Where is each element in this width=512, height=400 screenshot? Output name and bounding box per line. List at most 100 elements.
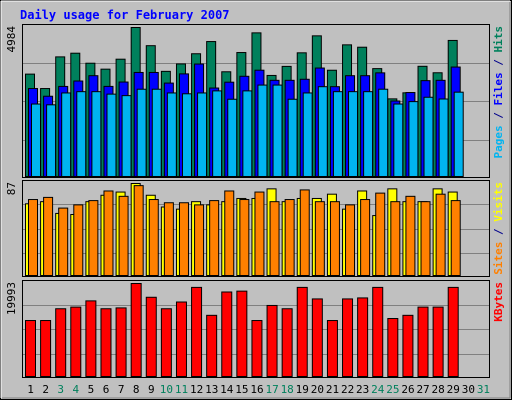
x-tick-day-18: 18 xyxy=(281,383,294,396)
panel-visits-ymax: 87 xyxy=(5,182,18,195)
x-tick-day-26: 26 xyxy=(401,383,414,396)
x-tick-day-17: 17 xyxy=(265,383,278,396)
bar-kbytes-kbytes-day-21 xyxy=(326,320,338,377)
x-tick-day-22: 22 xyxy=(341,383,354,396)
panel-hits-ymax: 4984 xyxy=(5,26,18,53)
bar-kbytes-kbytes-day-15 xyxy=(236,290,248,377)
bar-hits-pages-day-17 xyxy=(272,84,283,177)
bar-hits-pages-day-26 xyxy=(408,101,419,177)
bar-visits-sites-day-12 xyxy=(194,204,205,276)
x-tick-day-20: 20 xyxy=(311,383,324,396)
bar-visits-sites-day-7 xyxy=(118,195,129,277)
bar-hits-pages-day-6 xyxy=(106,93,117,177)
bar-kbytes-kbytes-day-10 xyxy=(160,308,172,377)
bar-hits-pages-day-4 xyxy=(76,91,87,177)
bar-visits-sites-day-17 xyxy=(269,201,280,276)
bar-visits-sites-day-3 xyxy=(58,207,69,277)
x-tick-day-30: 30 xyxy=(462,383,475,396)
bar-visits-sites-day-25 xyxy=(390,201,401,276)
bar-kbytes-kbytes-day-23 xyxy=(357,297,369,378)
bar-visits-sites-day-6 xyxy=(103,190,114,276)
bar-kbytes-kbytes-day-11 xyxy=(175,301,187,377)
bar-hits-pages-day-19 xyxy=(302,92,313,177)
legend-kbytes-label: KBytes xyxy=(492,282,505,322)
bar-kbytes-kbytes-day-7 xyxy=(115,307,127,378)
bar-hits-pages-day-2 xyxy=(46,104,57,177)
bar-visits-sites-day-21 xyxy=(329,201,340,276)
bar-kbytes-kbytes-day-8 xyxy=(130,283,142,377)
x-tick-day-8: 8 xyxy=(133,383,140,396)
bar-hits-pages-day-9 xyxy=(151,88,162,177)
bar-hits-pages-day-20 xyxy=(317,86,328,177)
bar-visits-sites-day-22 xyxy=(345,204,356,276)
bar-hits-pages-day-24 xyxy=(378,88,389,177)
x-tick-day-1: 1 xyxy=(27,383,34,396)
bar-kbytes-kbytes-day-19 xyxy=(296,286,308,378)
bar-visits-sites-day-23 xyxy=(360,199,371,276)
x-tick-day-27: 27 xyxy=(416,383,429,396)
bar-kbytes-kbytes-day-12 xyxy=(191,286,203,378)
bar-kbytes-kbytes-day-24 xyxy=(372,286,384,378)
x-tick-day-11: 11 xyxy=(175,383,188,396)
legend-hits-label: Pages xyxy=(492,125,505,158)
x-tick-day-7: 7 xyxy=(118,383,125,396)
x-tick-day-16: 16 xyxy=(250,383,263,396)
bar-hits-pages-day-1 xyxy=(31,103,41,177)
bar-visits-sites-day-26 xyxy=(405,195,416,277)
bar-hits-pages-day-8 xyxy=(136,88,147,177)
x-tick-day-19: 19 xyxy=(296,383,309,396)
panel-hits-legend: Pages / Files / Hits xyxy=(492,26,505,159)
bar-visits-sites-day-27 xyxy=(420,201,431,276)
x-tick-day-23: 23 xyxy=(356,383,369,396)
bar-kbytes-kbytes-day-5 xyxy=(85,300,97,378)
bar-visits-sites-day-4 xyxy=(73,204,84,276)
bar-visits-sites-day-1 xyxy=(28,199,38,276)
bar-hits-pages-day-13 xyxy=(212,90,223,177)
bar-hits-pages-day-7 xyxy=(121,95,132,177)
legend-visits-label: Visits xyxy=(492,182,505,222)
x-tick-day-15: 15 xyxy=(235,383,248,396)
x-tick-day-6: 6 xyxy=(103,383,110,396)
panel-visits-legend: Sites / Visits xyxy=(492,182,505,275)
legend-hits-label: Hits xyxy=(492,26,505,53)
bar-hits-pages-day-22 xyxy=(348,91,359,177)
bar-hits-pages-day-18 xyxy=(287,98,298,177)
bar-kbytes-kbytes-day-14 xyxy=(221,291,233,378)
legend-hits-label: / xyxy=(492,53,505,73)
bar-hits-pages-day-10 xyxy=(166,92,177,177)
bar-visits-sites-day-10 xyxy=(163,202,174,276)
bar-hits-pages-day-25 xyxy=(393,103,404,177)
x-tick-day-13: 13 xyxy=(205,383,218,396)
bar-visits-sites-day-28 xyxy=(435,193,446,276)
bar-kbytes-kbytes-day-3 xyxy=(55,308,67,377)
bar-kbytes-kbytes-day-16 xyxy=(251,320,263,377)
bar-kbytes-kbytes-day-28 xyxy=(432,306,444,377)
bar-kbytes-kbytes-day-13 xyxy=(206,314,218,377)
bar-hits-pages-day-5 xyxy=(91,91,102,177)
bar-kbytes-kbytes-day-9 xyxy=(145,296,157,377)
legend-hits-label: / xyxy=(492,106,505,126)
bar-visits-sites-day-20 xyxy=(314,201,325,276)
bar-kbytes-kbytes-day-20 xyxy=(311,298,323,377)
bar-hits-pages-day-21 xyxy=(332,91,343,177)
x-tick-day-31: 31 xyxy=(477,383,490,396)
bar-kbytes-kbytes-day-25 xyxy=(387,318,399,377)
bar-visits-sites-day-11 xyxy=(178,202,189,276)
bar-hits-pages-day-14 xyxy=(227,98,238,177)
x-tick-day-10: 10 xyxy=(160,383,173,396)
legend-visits-label: / xyxy=(492,222,505,242)
bar-hits-pages-day-15 xyxy=(242,90,253,177)
bar-hits-pages-day-11 xyxy=(181,93,192,177)
bar-kbytes-kbytes-day-26 xyxy=(402,314,414,377)
bar-visits-sites-day-13 xyxy=(209,200,220,277)
bar-visits-sites-day-24 xyxy=(375,192,386,277)
bar-hits-pages-day-27 xyxy=(423,96,434,177)
bar-visits-sites-day-8 xyxy=(133,185,144,276)
bar-visits-sites-day-14 xyxy=(224,190,235,276)
x-tick-day-14: 14 xyxy=(220,383,234,396)
x-tick-day-12: 12 xyxy=(190,383,203,396)
bar-kbytes-kbytes-day-4 xyxy=(70,306,82,377)
bar-visits-sites-day-2 xyxy=(43,196,54,276)
bar-visits-sites-day-9 xyxy=(148,199,159,276)
bar-kbytes-kbytes-day-27 xyxy=(417,306,429,377)
